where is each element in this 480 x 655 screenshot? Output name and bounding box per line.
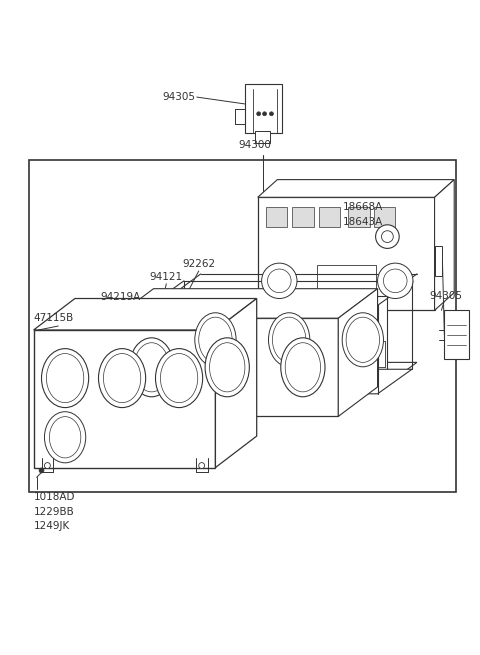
Bar [255,132,270,143]
Text: 94300: 94300 [238,140,271,150]
Ellipse shape [47,354,84,403]
Text: 1229BB: 1229BB [34,507,74,517]
Ellipse shape [205,338,249,397]
Circle shape [378,263,413,299]
Ellipse shape [281,338,325,397]
Bar [265,207,287,227]
Ellipse shape [41,348,89,407]
Circle shape [199,462,204,468]
Text: 1018AD: 1018AD [34,492,75,502]
Circle shape [39,468,44,473]
Ellipse shape [134,343,169,392]
Circle shape [384,269,407,293]
Circle shape [267,269,291,293]
Ellipse shape [45,412,86,463]
Bar [319,207,340,227]
Bar [444,310,469,360]
Text: 94219A: 94219A [100,291,140,301]
Bar [292,207,314,227]
Ellipse shape [346,317,380,362]
Text: 94305: 94305 [430,291,463,301]
Bar [171,295,387,384]
Ellipse shape [285,343,321,392]
Polygon shape [216,299,257,468]
Circle shape [263,112,266,116]
Polygon shape [114,289,378,318]
Ellipse shape [156,348,203,407]
Bar [434,246,443,276]
Circle shape [257,112,261,116]
Ellipse shape [342,312,384,367]
Text: 94121: 94121 [150,272,183,282]
Ellipse shape [130,338,174,397]
Circle shape [45,462,50,468]
Text: 92262: 92262 [182,259,216,269]
Polygon shape [34,299,257,330]
Bar [114,318,338,417]
Polygon shape [434,179,454,310]
Bar [29,160,456,492]
Bar [258,197,434,310]
Ellipse shape [210,343,245,392]
Text: 47115B: 47115B [34,313,74,323]
Ellipse shape [160,354,198,403]
Bar [245,84,282,134]
Ellipse shape [273,317,306,362]
Ellipse shape [49,417,81,458]
Polygon shape [171,362,417,384]
Bar [373,207,395,227]
Circle shape [382,231,393,242]
Polygon shape [338,289,378,417]
Polygon shape [258,179,454,197]
Text: 94305: 94305 [163,92,196,102]
Ellipse shape [268,312,310,367]
Circle shape [262,263,297,299]
Text: 18643A: 18643A [343,217,384,227]
Bar [34,330,216,468]
Bar [348,207,370,227]
Text: 1249JK: 1249JK [34,521,70,531]
Circle shape [269,112,274,116]
Ellipse shape [103,354,141,403]
Polygon shape [150,369,412,394]
Ellipse shape [199,317,232,362]
Ellipse shape [195,312,236,367]
Ellipse shape [98,348,145,407]
Bar [317,265,376,293]
Circle shape [376,225,399,248]
Text: 18668A: 18668A [343,202,384,212]
